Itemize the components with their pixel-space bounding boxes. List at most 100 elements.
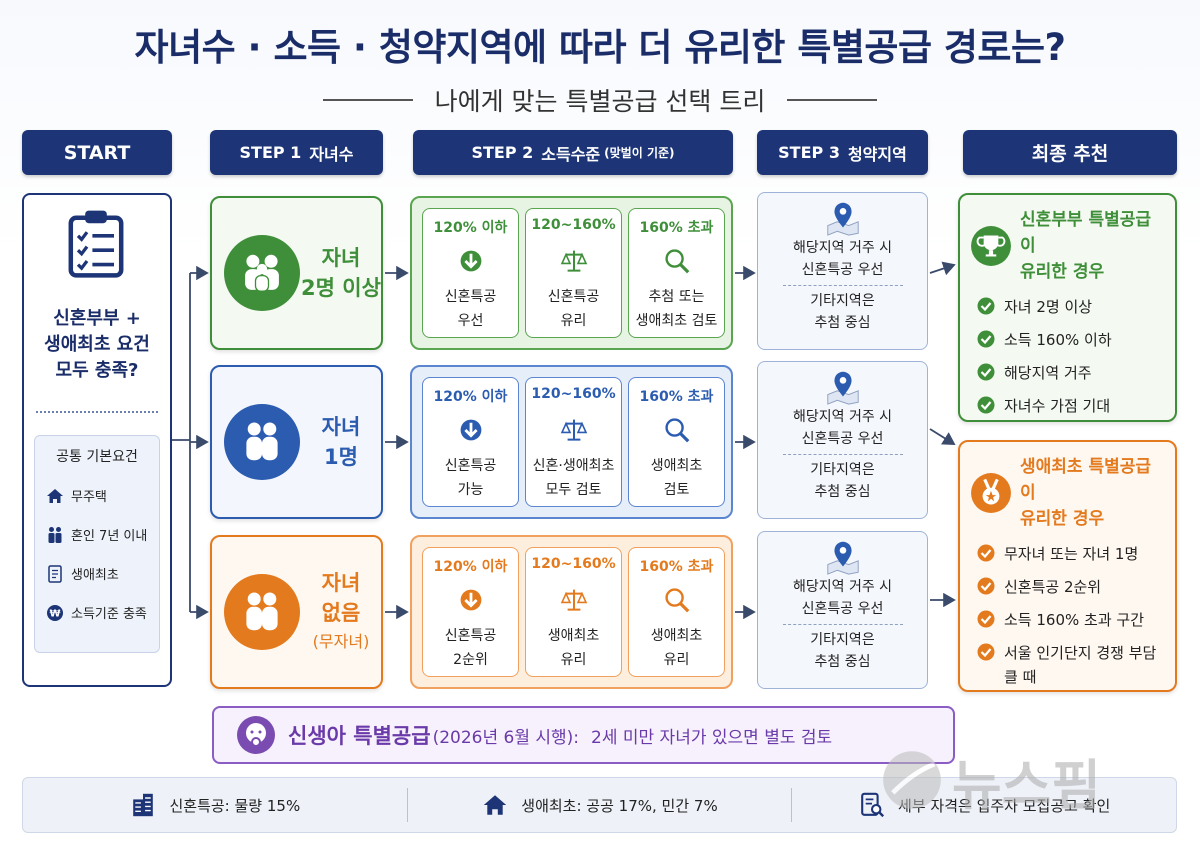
income-result: 생애최초 xyxy=(650,458,703,474)
step-header: START xyxy=(22,130,172,175)
children-box: 자녀 2명 이상 xyxy=(210,196,383,350)
income-card: 120% 이하 신혼특공 우선 xyxy=(422,208,519,338)
newborn-banner: 신생아 특별공급 (2026년 6월 시행): 2세 미만 자녀가 있으면 별도 검… xyxy=(212,706,955,764)
income-result: 유리 xyxy=(663,652,690,668)
title-bar: 자녀수 · 소득 · 청약지역에 따라 더 유리한 특별공급 경로는? xyxy=(0,14,1200,74)
income-icon xyxy=(558,245,590,277)
step-name: 소득수준 xyxy=(541,144,601,164)
check-icon xyxy=(976,395,996,415)
icon-part xyxy=(560,591,587,604)
icon-part xyxy=(977,577,995,595)
icon-part xyxy=(977,544,995,562)
icon-part xyxy=(977,363,995,381)
footer-item: 생애최초: 공공 17%, 민간 7% xyxy=(406,788,792,822)
icon-part xyxy=(980,549,992,559)
income-range: 160% 초과 xyxy=(639,559,714,575)
icon-part xyxy=(463,592,478,608)
icon-part xyxy=(133,799,144,817)
final-item: 서울 인기단지 경쟁 부담 클 때 xyxy=(970,641,1165,689)
final-head: 생애최초 특별공급이 유리한 경우 xyxy=(970,454,1165,532)
step-name: 청약지역 xyxy=(847,144,907,164)
icon-part xyxy=(47,604,63,621)
income-range: 120~160% xyxy=(531,386,616,402)
final-item-text: 해당지역 거주 xyxy=(1004,364,1092,382)
basic-item: 무주택 xyxy=(41,476,153,515)
icon-part xyxy=(983,235,999,257)
icon-part xyxy=(971,473,1011,513)
region-box: 해당지역 거주 시 신혼특공 우선 기타지역은 추첨 중심 xyxy=(757,531,928,689)
question-line: 모두 충족? xyxy=(55,360,139,381)
income-range: 120% 이하 xyxy=(433,220,508,236)
children-icon-circle xyxy=(224,404,300,480)
icon-part xyxy=(463,422,478,438)
income-icon xyxy=(558,584,590,616)
rule xyxy=(787,99,878,101)
income-icon xyxy=(661,414,693,446)
basic-text: 무주택 xyxy=(71,490,107,505)
icon-part xyxy=(977,297,995,315)
icon-part xyxy=(980,401,992,411)
icon-part xyxy=(565,589,582,611)
basic-icon xyxy=(45,486,65,506)
income-card: 160% 초과 생애최초 검토 xyxy=(628,377,725,507)
children-box: 자녀 없음 (무자녀) xyxy=(210,535,383,689)
region-other: 기타지역은 xyxy=(810,632,875,648)
income-result: 생애최초 xyxy=(547,628,600,644)
banner-period: (2026년 6월 시행): xyxy=(432,727,580,748)
icon-part xyxy=(262,606,278,631)
divider xyxy=(36,411,158,413)
banner-label: 신생아 특별공급 xyxy=(288,724,431,748)
income-result: 추첨 또는 xyxy=(648,289,705,305)
region-divider xyxy=(782,285,903,286)
icon-part: ₩ xyxy=(47,604,63,621)
final-box: 생애최초 특별공급이 유리한 경우 무자녀 또는 자녀 1명 신혼특공 2순위 소득 1… xyxy=(958,440,1177,692)
basic-title: 공통 기본요건 xyxy=(56,449,138,465)
icon-part xyxy=(247,592,261,606)
icon-part xyxy=(460,250,481,272)
income-range: 120~160% xyxy=(531,217,616,233)
icon-part xyxy=(560,589,587,611)
question-line: 생애최초 요건 xyxy=(44,334,150,355)
icon-part xyxy=(664,418,689,443)
icon-part xyxy=(833,371,852,397)
children-box: 자녀 1명 xyxy=(210,365,383,519)
final-title-line: 신혼부부 특별공급이 xyxy=(1020,210,1152,256)
icon-part xyxy=(883,751,941,809)
children-label: 자녀 xyxy=(321,415,361,439)
final-title: 생애최초 특별공급이 유리한 경우 xyxy=(1020,454,1165,532)
icon-part xyxy=(484,795,507,815)
start-question: 신혼부부 + 생애최초 요건 모두 충족? xyxy=(24,300,170,390)
icon-part xyxy=(246,606,262,631)
icon-part xyxy=(870,803,882,815)
check-icon xyxy=(976,296,996,316)
income-panel: 120% 이하 신혼특공 2순위 120~160% 생애최초 유리 160% 초과 생애최초 유… xyxy=(410,535,733,689)
icon-part xyxy=(977,643,995,661)
step-header: STEP 2 소득수준 (맞벌이 기준) xyxy=(413,130,733,175)
income-range: 160% 초과 xyxy=(639,389,714,405)
step-label: STEP 3 xyxy=(778,143,840,162)
icon-part xyxy=(52,569,58,578)
icon-part xyxy=(246,254,260,268)
final-item: 해당지역 거주 xyxy=(970,361,1165,394)
basic-box: 공통 기본요건 무주택 혼인 7년 이내 생애최초 ₩ 소득기준 충족 xyxy=(34,435,160,653)
basic-icon: ₩ xyxy=(45,603,65,623)
children-icon xyxy=(236,586,288,638)
icon-part xyxy=(246,422,278,461)
final-title-line: 유리한 경우 xyxy=(1020,262,1105,282)
children-text: 자녀 1명 xyxy=(300,367,382,517)
basic-item: 혼인 7년 이내 xyxy=(41,515,153,554)
pin-icon xyxy=(824,368,862,406)
watermark: 뉴스핌 xyxy=(880,740,1180,820)
final-item-text: 자녀 2명 이상 xyxy=(1004,298,1093,316)
icon-part xyxy=(560,252,587,265)
icon-part xyxy=(977,643,995,661)
footer-icon xyxy=(858,791,886,819)
income-card: 160% 초과 추첨 또는 생애최초 검토 xyxy=(628,208,725,338)
income-result: 2순위 xyxy=(453,652,488,668)
income-result: 생애최초 xyxy=(650,628,703,644)
children-icon xyxy=(236,247,288,299)
check-icon xyxy=(976,362,996,382)
region-other: 기타지역은 xyxy=(810,462,875,478)
